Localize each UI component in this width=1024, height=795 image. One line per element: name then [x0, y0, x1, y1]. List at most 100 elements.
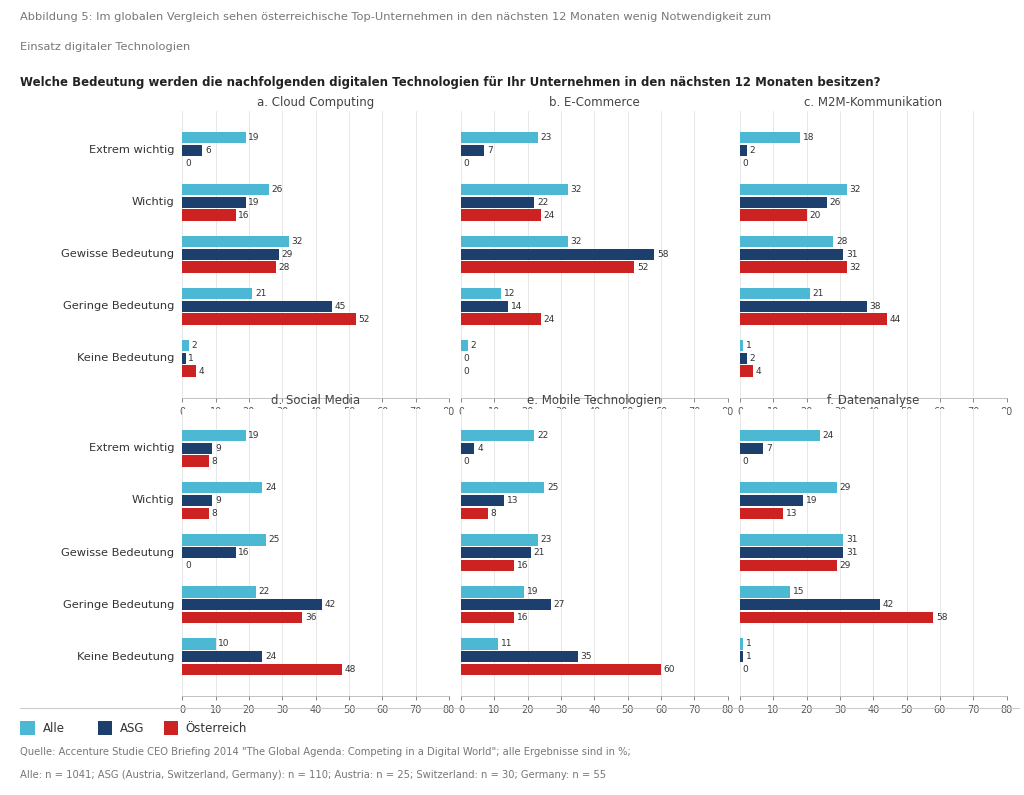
Text: Extrem wichtig: Extrem wichtig	[89, 145, 174, 155]
Text: Gewisse Bedeutung: Gewisse Bedeutung	[61, 548, 174, 557]
Bar	[182, 547, 236, 558]
Bar	[461, 209, 541, 221]
Text: 36: 36	[305, 613, 316, 622]
Text: 8: 8	[490, 509, 497, 518]
Bar	[740, 507, 783, 519]
Bar	[461, 507, 487, 519]
Bar	[461, 340, 468, 351]
Text: Wichtig: Wichtig	[131, 197, 174, 207]
Bar	[182, 651, 262, 662]
Bar	[182, 638, 216, 650]
Text: 0: 0	[185, 158, 190, 168]
Title: a. Cloud Computing: a. Cloud Computing	[257, 95, 374, 109]
Bar	[461, 249, 654, 260]
Text: 22: 22	[538, 431, 549, 440]
Text: 16: 16	[517, 560, 528, 570]
Bar	[461, 611, 514, 623]
Text: 0: 0	[464, 354, 470, 363]
Bar	[182, 366, 196, 377]
Bar	[461, 236, 567, 247]
Bar	[182, 353, 185, 364]
Text: 32: 32	[292, 237, 303, 246]
Bar	[461, 132, 538, 143]
Bar	[164, 721, 178, 735]
Bar	[740, 534, 844, 545]
Text: 1: 1	[746, 639, 752, 649]
Bar	[461, 301, 508, 312]
Bar	[740, 599, 880, 611]
Text: 21: 21	[255, 289, 266, 298]
Bar	[182, 599, 323, 611]
Bar	[740, 547, 844, 558]
Text: 31: 31	[846, 535, 857, 545]
Bar	[182, 586, 256, 598]
Title: f. Datenanalyse: f. Datenanalyse	[827, 394, 920, 407]
Text: 2: 2	[750, 354, 755, 363]
Bar	[740, 651, 743, 662]
Text: 22: 22	[258, 588, 269, 596]
Text: Abbildung 5: Im globalen Vergleich sehen österreichische Top-Unternehmen in den : Abbildung 5: Im globalen Vergleich sehen…	[20, 12, 772, 22]
Bar	[182, 340, 189, 351]
Bar	[182, 664, 342, 675]
Text: 0: 0	[185, 560, 190, 570]
Bar	[182, 443, 212, 454]
Bar	[740, 145, 746, 156]
Text: 0: 0	[464, 456, 470, 466]
Text: 21: 21	[813, 289, 824, 298]
Title: e. Mobile Technologien: e. Mobile Technologien	[527, 394, 662, 407]
Bar	[182, 611, 302, 623]
Text: 19: 19	[806, 496, 817, 505]
Text: 13: 13	[786, 509, 798, 518]
Text: 38: 38	[869, 302, 881, 311]
Text: 42: 42	[325, 600, 336, 609]
Text: 23: 23	[541, 535, 552, 545]
Bar	[461, 547, 531, 558]
Bar	[740, 262, 847, 273]
Text: 32: 32	[849, 262, 861, 272]
Text: 2: 2	[750, 145, 755, 155]
Bar	[182, 209, 236, 221]
Bar	[182, 132, 246, 143]
Text: 32: 32	[849, 185, 861, 194]
Text: 19: 19	[248, 431, 260, 440]
Text: 48: 48	[345, 665, 356, 674]
Bar	[740, 301, 866, 312]
Text: 27: 27	[554, 600, 565, 609]
Bar	[461, 313, 541, 325]
Text: Gewisse Bedeutung: Gewisse Bedeutung	[61, 250, 174, 259]
Bar	[182, 249, 279, 260]
Text: 20: 20	[809, 211, 820, 219]
Bar	[461, 651, 578, 662]
Bar	[740, 340, 743, 351]
Text: 10: 10	[218, 639, 229, 649]
Text: 24: 24	[544, 211, 555, 219]
Text: 8: 8	[212, 456, 217, 466]
Text: Alle: Alle	[42, 722, 65, 735]
Text: 23: 23	[541, 133, 552, 142]
Text: 31: 31	[846, 548, 857, 557]
Text: 24: 24	[544, 315, 555, 324]
Text: 8: 8	[212, 509, 217, 518]
Text: 52: 52	[637, 262, 648, 272]
Bar	[182, 236, 289, 247]
Text: 32: 32	[570, 185, 582, 194]
Text: 14: 14	[510, 302, 522, 311]
Bar	[182, 430, 246, 441]
Bar	[182, 301, 332, 312]
Text: 6: 6	[205, 145, 211, 155]
Bar	[740, 249, 844, 260]
Bar	[740, 482, 837, 494]
Bar	[461, 638, 498, 650]
Bar	[740, 443, 763, 454]
Text: 35: 35	[581, 652, 592, 661]
Text: 25: 25	[547, 483, 558, 492]
Text: 32: 32	[570, 237, 582, 246]
Bar	[461, 534, 538, 545]
Bar	[461, 599, 551, 611]
Bar	[182, 145, 203, 156]
Bar	[740, 611, 933, 623]
Bar	[461, 262, 635, 273]
Text: Österreich: Österreich	[186, 722, 247, 735]
Bar	[461, 288, 501, 300]
Text: 44: 44	[889, 315, 900, 324]
